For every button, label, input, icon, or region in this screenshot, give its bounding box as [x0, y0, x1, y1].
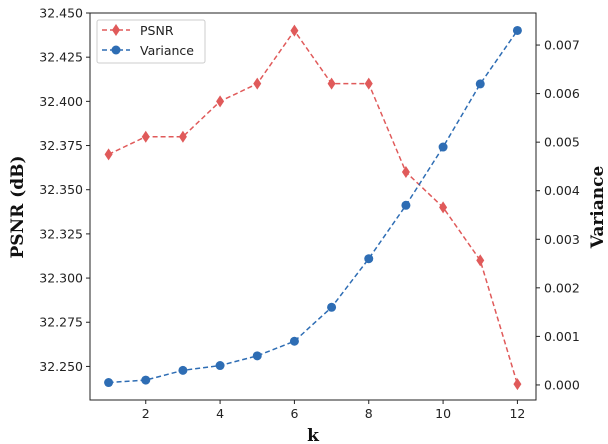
y2-tick-label: 0.005	[544, 135, 580, 150]
legend-circle-icon	[111, 45, 121, 55]
psnr-point	[476, 254, 485, 267]
y-tick-label: 32.250	[39, 359, 83, 374]
psnr-point	[513, 378, 522, 391]
variance-point	[289, 336, 299, 346]
y-tick-label: 32.450	[39, 6, 83, 21]
y-axis-label: PSNR (dB)	[8, 156, 28, 259]
x-tick-label: 10	[435, 406, 451, 421]
x-tick-label: 2	[142, 406, 150, 421]
x-tick-label: 6	[290, 406, 298, 421]
variance-point	[178, 365, 188, 375]
psnr-point	[216, 95, 225, 108]
variance-line	[108, 30, 519, 384]
legend-variance: Variance	[140, 43, 194, 58]
psnr-point	[253, 77, 262, 90]
legend: PSNR Variance	[96, 19, 206, 64]
psnr-point	[364, 77, 373, 90]
y-tick-label: 32.425	[39, 50, 83, 65]
y-tick-label: 32.275	[39, 315, 83, 330]
y2-axis-label: Variance	[588, 166, 608, 250]
y-tick-label: 32.325	[39, 226, 83, 241]
x-tick-label: 12	[509, 406, 525, 421]
y2-tick-label: 0.007	[544, 38, 580, 53]
variance-point	[252, 351, 262, 361]
legend-diamond-icon	[112, 24, 120, 36]
y-tick-label: 32.400	[39, 94, 83, 109]
y-tick-label: 32.375	[39, 138, 83, 153]
x-axis-label: k	[307, 426, 320, 444]
y2-tick-label: 0.003	[544, 232, 580, 247]
variance-point	[141, 375, 151, 385]
y2-tick-label: 0.000	[544, 377, 580, 392]
y2-tick-label: 0.002	[544, 280, 580, 295]
variance-point	[475, 79, 485, 89]
psnr-point	[401, 166, 410, 179]
x-tick-label: 8	[365, 406, 373, 421]
variance-point	[364, 254, 374, 264]
psnr-point	[141, 130, 150, 143]
variance-point	[104, 378, 114, 388]
psnr-point	[439, 201, 448, 214]
x-tick-label: 4	[216, 406, 224, 421]
variance-point	[327, 302, 337, 312]
plot-frame	[89, 12, 537, 401]
psnr-point	[178, 130, 187, 143]
legend-psnr: PSNR	[140, 23, 174, 38]
variance-point	[438, 142, 448, 152]
psnr-point	[327, 77, 336, 90]
y2-tick-label: 0.006	[544, 86, 580, 101]
psnr-point	[290, 24, 299, 37]
variance-point	[215, 361, 225, 371]
y-tick-label: 32.300	[39, 271, 83, 286]
variance-point	[512, 25, 522, 35]
y2-tick-label: 0.001	[544, 329, 580, 344]
variance-point	[401, 200, 411, 210]
psnr-point	[104, 148, 113, 161]
y2-tick-label: 0.004	[544, 183, 580, 198]
y-tick-label: 32.350	[39, 182, 83, 197]
psnr-line	[108, 29, 519, 385]
